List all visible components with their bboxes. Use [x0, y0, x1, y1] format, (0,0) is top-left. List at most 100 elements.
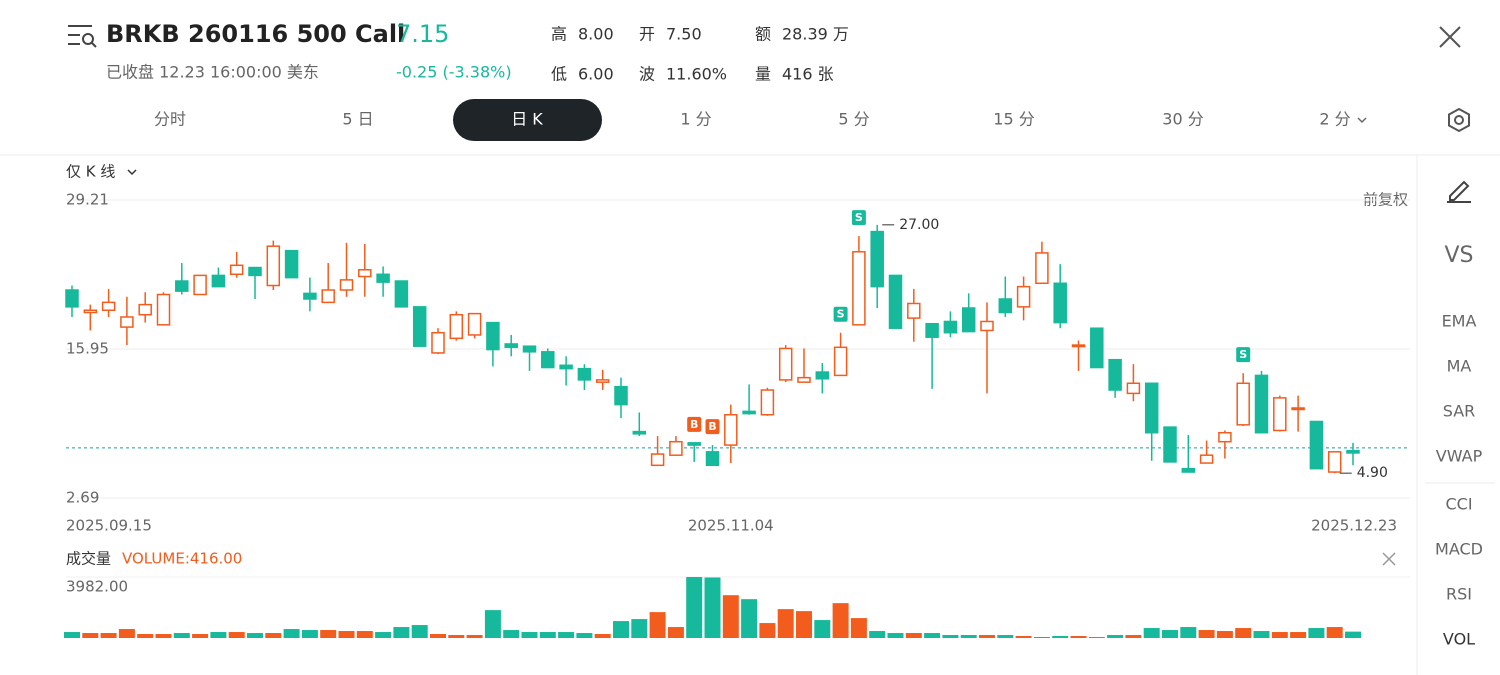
volume-bar: [100, 633, 117, 638]
volume-bar: [192, 634, 209, 638]
volume-bar: [1070, 636, 1087, 638]
tab[interactable]: 日 K: [511, 110, 543, 129]
indicator[interactable]: VOL: [1443, 630, 1475, 649]
search-icon[interactable]: [68, 25, 97, 48]
volume-bar: [64, 632, 80, 638]
candle-body: [83, 309, 98, 314]
stat-label: 开: [639, 25, 655, 44]
volume-bar: [942, 635, 959, 638]
candle-body: [1071, 344, 1086, 348]
mode-label[interactable]: 仅 K 线: [66, 163, 115, 181]
annotation: 4.90: [1357, 465, 1388, 481]
x-tick-label: 2025.09.15: [66, 517, 152, 535]
trade-marker-label: S: [855, 211, 863, 224]
volume-bar: [283, 629, 300, 638]
volume-bar: [356, 631, 373, 638]
volume-bar: [155, 634, 172, 638]
volume-bar: [301, 630, 318, 638]
candle-body: [1273, 397, 1287, 432]
volume-bar: [832, 603, 849, 638]
trade-marker: [833, 306, 848, 322]
candle-body: [1090, 327, 1104, 369]
indicator[interactable]: EMA: [1442, 312, 1477, 331]
indicator[interactable]: SAR: [1443, 402, 1476, 421]
volume-bar: [1107, 635, 1124, 638]
volume-bar: [1216, 631, 1233, 638]
indicator[interactable]: CCI: [1445, 495, 1472, 514]
tab[interactable]: 15 分: [993, 110, 1034, 129]
candle-body: [504, 343, 518, 349]
candle-body: [1309, 420, 1324, 470]
y-tick-label: 29.21: [66, 191, 109, 209]
candle-body: [961, 307, 976, 333]
volume-bar: [338, 631, 355, 638]
volume-bar: [1180, 627, 1197, 638]
volume-bar: [411, 625, 428, 638]
x-tick-label: 2025.11.04: [688, 517, 774, 535]
volume-bar: [1290, 632, 1307, 638]
candle-body: [1108, 358, 1122, 391]
candle-body: [852, 251, 866, 326]
candle-body: [303, 292, 317, 300]
candle-body: [687, 442, 701, 446]
candle-body: [888, 274, 903, 329]
stat-value: 8.00: [578, 25, 614, 44]
candle-body: [998, 298, 1013, 314]
candle-body: [358, 269, 372, 278]
candle-body: [1254, 374, 1269, 434]
close-button[interactable]: [1439, 26, 1461, 48]
volume-bar: [558, 632, 575, 638]
candle-body: [632, 430, 647, 435]
candle-body: [870, 230, 884, 288]
mode-chevron: [127, 169, 137, 176]
candle-body: [1053, 282, 1067, 324]
volume-close[interactable]: [1382, 552, 1396, 566]
stat-value: 11.60%: [666, 65, 727, 84]
draw-icon[interactable]: [1447, 180, 1471, 203]
candle-body: [1218, 431, 1232, 443]
tab[interactable]: 5 日: [342, 110, 373, 129]
volume-bar: [631, 619, 648, 638]
candle-body: [321, 289, 335, 304]
volume-bar: [1326, 627, 1343, 638]
indicator[interactable]: RSI: [1446, 585, 1472, 604]
volume-bar: [1015, 636, 1032, 638]
candle-body: [412, 306, 427, 347]
tab[interactable]: 5 分: [838, 110, 869, 129]
candle-body: [431, 331, 445, 354]
candle-body: [65, 289, 79, 308]
trade-marker: [705, 419, 720, 435]
candle-body: [669, 440, 683, 456]
change: -0.25 (-3.38%): [396, 63, 512, 82]
volume-bar: [539, 632, 556, 638]
candle-body: [248, 266, 262, 277]
settings-icon[interactable]: [1448, 107, 1470, 133]
candle-body: [1199, 454, 1214, 464]
candle-body: [650, 453, 665, 467]
volume-bar: [1271, 632, 1288, 638]
candle-body: [138, 303, 152, 316]
stat-value: 28.39 万: [782, 25, 849, 44]
candle-body: [229, 264, 244, 276]
candle-body: [614, 385, 628, 406]
volume-bar: [484, 610, 501, 638]
volume-bar: [960, 635, 977, 638]
tab[interactable]: 30 分: [1162, 110, 1203, 129]
candle-body: [1163, 426, 1177, 463]
tab[interactable]: 2 分: [1319, 110, 1350, 129]
volume-bar: [247, 633, 263, 638]
tab[interactable]: 1 分: [680, 110, 711, 129]
stat-label: 额: [755, 25, 771, 44]
tab[interactable]: 分时: [154, 110, 186, 129]
volume-bar: [173, 633, 190, 638]
indicator[interactable]: MACD: [1435, 540, 1483, 559]
indicator[interactable]: VS: [1444, 243, 1473, 268]
indicator[interactable]: VWAP: [1436, 447, 1483, 466]
candle-body: [284, 249, 299, 279]
indicator[interactable]: MA: [1447, 357, 1472, 376]
candle-body: [559, 364, 573, 370]
candle-body: [980, 320, 994, 332]
candle-body: [797, 376, 811, 383]
candle-body: [925, 322, 939, 338]
